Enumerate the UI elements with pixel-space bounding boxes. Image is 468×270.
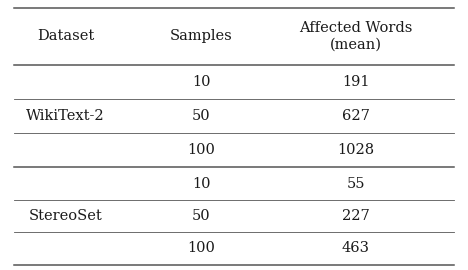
Text: Dataset: Dataset <box>37 29 94 43</box>
Text: 100: 100 <box>187 143 215 157</box>
Text: WikiText-2: WikiText-2 <box>26 109 105 123</box>
Text: 227: 227 <box>342 209 370 223</box>
Text: Affected Words
(mean): Affected Words (mean) <box>299 21 412 52</box>
Text: 55: 55 <box>346 177 365 191</box>
Text: 100: 100 <box>187 241 215 255</box>
Text: 191: 191 <box>342 75 369 89</box>
Text: Samples: Samples <box>170 29 233 43</box>
Text: 50: 50 <box>192 109 211 123</box>
Text: 627: 627 <box>342 109 370 123</box>
Text: 463: 463 <box>342 241 370 255</box>
Text: 10: 10 <box>192 177 211 191</box>
Text: StereoSet: StereoSet <box>29 209 102 223</box>
Text: 10: 10 <box>192 75 211 89</box>
Text: 50: 50 <box>192 209 211 223</box>
Text: 1028: 1028 <box>337 143 374 157</box>
